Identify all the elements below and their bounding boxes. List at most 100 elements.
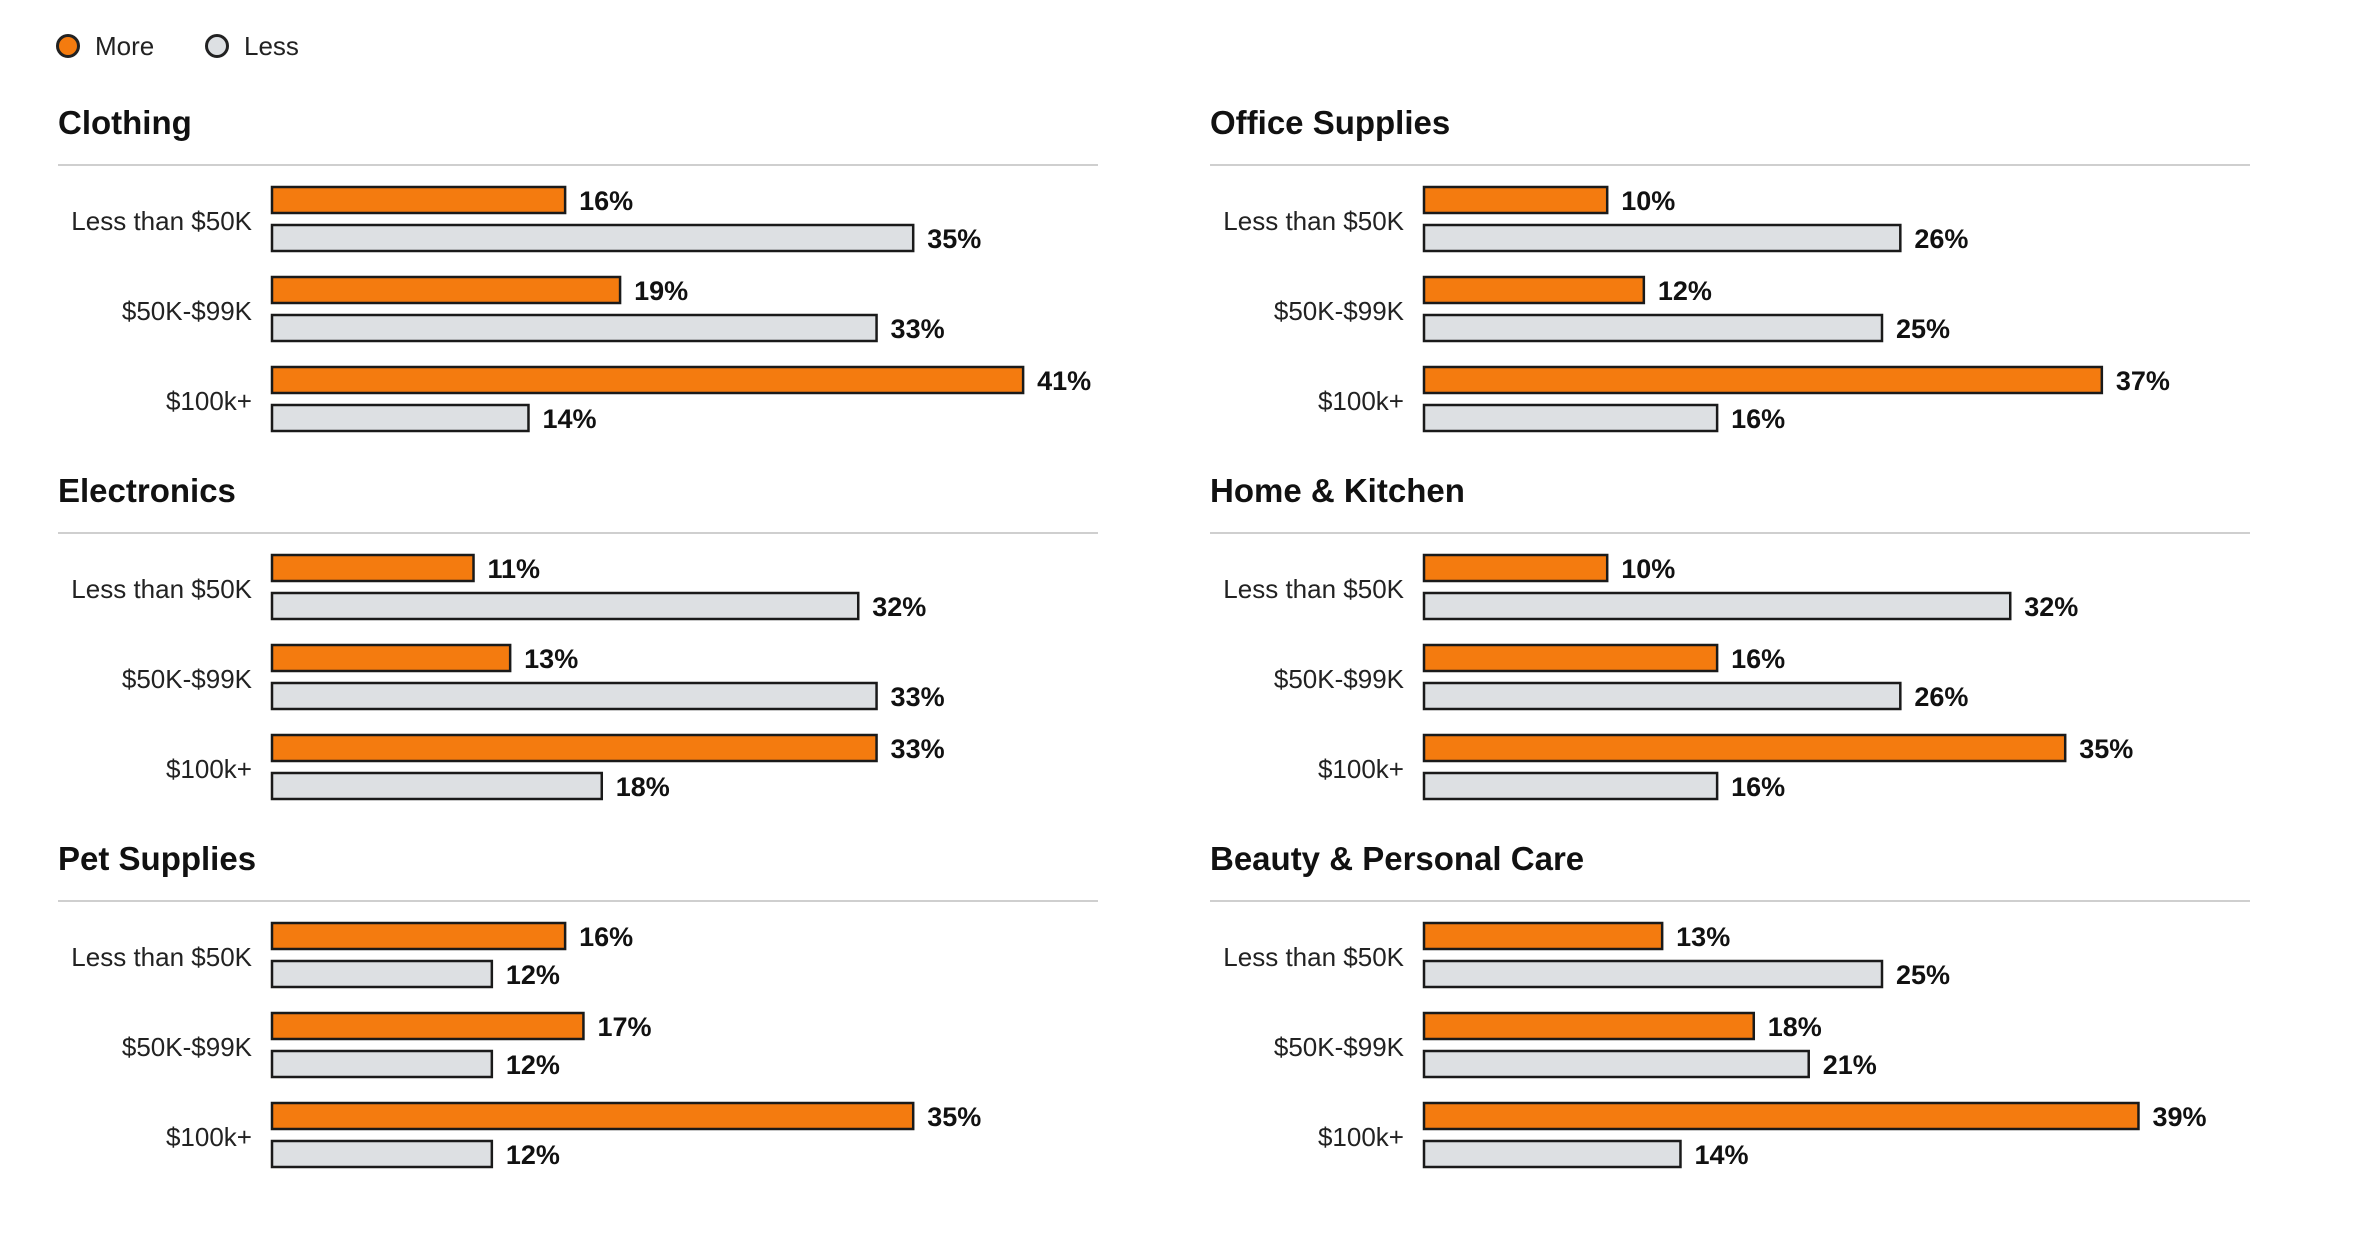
bar-less xyxy=(270,223,915,253)
value-label-less: 16% xyxy=(1731,404,1785,434)
value-label-more: 13% xyxy=(1676,922,1730,952)
value-label-less: 18% xyxy=(616,772,670,802)
bar-less xyxy=(270,591,860,621)
category-group-50k-99k: $50K-$99K 13% 33% xyxy=(122,643,945,712)
value-label-less: 25% xyxy=(1896,314,1950,344)
chart-panels: Clothing Less than $50K 16% 35% $50K-$99K 19%… xyxy=(58,104,2250,1170)
category-label: $50K-$99K xyxy=(1274,1032,1405,1062)
value-label-less: 12% xyxy=(506,1140,560,1170)
category-label: $50K-$99K xyxy=(122,664,253,694)
panel-beauty-personal-care: Beauty & Personal Care Less than $50K 13% 2… xyxy=(1210,840,2250,1170)
legend-swatch-less xyxy=(205,34,229,58)
panel-title-electronics: Electronics xyxy=(58,472,236,509)
category-label: $100k+ xyxy=(166,754,252,784)
panel-title-office-supplies: Office Supplies xyxy=(1210,104,1450,141)
bar-more xyxy=(1422,365,2104,395)
value-label-more: 12% xyxy=(1658,276,1712,306)
value-label-less: 12% xyxy=(506,960,560,990)
bar-more xyxy=(1422,921,1664,951)
bar-less xyxy=(1422,223,1902,253)
category-label: Less than $50K xyxy=(71,574,252,604)
value-label-more: 18% xyxy=(1768,1012,1822,1042)
category-group-less-than-50k: Less than $50K 13% 25% xyxy=(1223,921,1950,990)
bar-more xyxy=(1422,643,1719,673)
legend-swatch-more xyxy=(56,34,80,58)
value-label-less: 35% xyxy=(927,224,981,254)
bar-more xyxy=(270,1101,915,1131)
category-group-100k: $100k+ 39% 14% xyxy=(1318,1101,2207,1170)
value-label-more: 39% xyxy=(2152,1102,2206,1132)
value-label-more: 16% xyxy=(579,186,633,216)
value-label-more: 17% xyxy=(597,1012,651,1042)
category-group-100k: $100k+ 35% 12% xyxy=(166,1101,981,1170)
bar-more xyxy=(1422,275,1646,305)
category-group-50k-99k: $50K-$99K 18%21% xyxy=(1274,1011,1877,1080)
category-group-100k: $100k+ 35% 16% xyxy=(1318,733,2133,802)
panel-title-home-kitchen: Home & Kitchen xyxy=(1210,472,1465,509)
value-label-less: 26% xyxy=(1914,682,1968,712)
category-group-100k: $100k+ 37% 16% xyxy=(1318,365,2170,434)
category-label: $50K-$99K xyxy=(1274,296,1405,326)
panel-title-clothing: Clothing xyxy=(58,104,192,141)
category-group-less-than-50k: Less than $50K 16% 12% xyxy=(71,921,633,990)
category-label: Less than $50K xyxy=(71,942,252,972)
category-label: $50K-$99K xyxy=(122,296,253,326)
bar-more xyxy=(1422,733,2067,763)
bar-more xyxy=(1422,1101,2140,1131)
bar-less xyxy=(270,681,878,711)
legend-label-less: Less xyxy=(244,31,299,61)
value-label-less: 21% xyxy=(1823,1050,1877,1080)
category-group-50k-99k: $50K-$99K 17% 12% xyxy=(122,1011,651,1080)
bar-more xyxy=(270,1011,585,1041)
category-group-less-than-50k: Less than $50K 16% 35% xyxy=(71,185,981,254)
value-label-more: 37% xyxy=(2116,366,2170,396)
value-label-more: 11% xyxy=(488,554,541,584)
bar-more xyxy=(270,921,567,951)
bar-less xyxy=(1422,1049,1810,1079)
bar-more xyxy=(1422,1011,1756,1041)
category-group-50k-99k: $50K-$99K 12% 25% xyxy=(1274,275,1950,344)
category-label: Less than $50K xyxy=(71,206,252,236)
value-label-less: 14% xyxy=(1694,1140,1748,1170)
bar-more xyxy=(270,553,475,583)
value-label-more: 10% xyxy=(1621,554,1675,584)
legend: More Less xyxy=(56,31,299,61)
category-group-less-than-50k: Less than $50K 11% 32% xyxy=(71,553,926,622)
category-label: Less than $50K xyxy=(1223,206,1404,236)
bar-less xyxy=(1422,1139,1682,1169)
value-label-less: 32% xyxy=(2024,592,2078,622)
legend-item-less: Less xyxy=(205,31,299,61)
value-label-more: 19% xyxy=(634,276,688,306)
bar-more xyxy=(270,733,878,763)
bar-more xyxy=(1422,553,1609,583)
category-label: Less than $50K xyxy=(1223,942,1404,972)
legend-label-more: More xyxy=(95,31,154,61)
value-label-more: 13% xyxy=(524,644,578,674)
bar-less xyxy=(270,959,494,989)
value-label-less: 16% xyxy=(1731,772,1785,802)
bar-less xyxy=(1422,959,1884,989)
value-label-more: 33% xyxy=(891,734,945,764)
panel-title-beauty-personal-care: Beauty & Personal Care xyxy=(1210,840,1584,877)
category-group-less-than-50k: Less than $50K 10% 32% xyxy=(1223,553,2078,622)
value-label-less: 14% xyxy=(542,404,596,434)
bar-less xyxy=(1422,403,1719,433)
bar-less xyxy=(270,1049,494,1079)
bar-more xyxy=(270,643,512,673)
category-label: $100k+ xyxy=(166,1122,252,1152)
value-label-more: 16% xyxy=(579,922,633,952)
bar-less xyxy=(1422,771,1719,801)
panel-office-supplies: Office Supplies Less than $50K 10% 26% $50K-… xyxy=(1210,104,2250,434)
category-label: $100k+ xyxy=(166,386,252,416)
bar-less xyxy=(1422,591,2012,621)
bar-less xyxy=(270,771,604,801)
value-label-less: 12% xyxy=(506,1050,560,1080)
category-label: $100k+ xyxy=(1318,1122,1404,1152)
value-label-less: 25% xyxy=(1896,960,1950,990)
panel-home-kitchen: Home & Kitchen Less than $50K 10% 32% $50K-$… xyxy=(1210,472,2250,802)
bar-more xyxy=(1422,185,1609,215)
value-label-less: 32% xyxy=(872,592,926,622)
category-group-50k-99k: $50K-$99K 16% 26% xyxy=(1274,643,1968,712)
